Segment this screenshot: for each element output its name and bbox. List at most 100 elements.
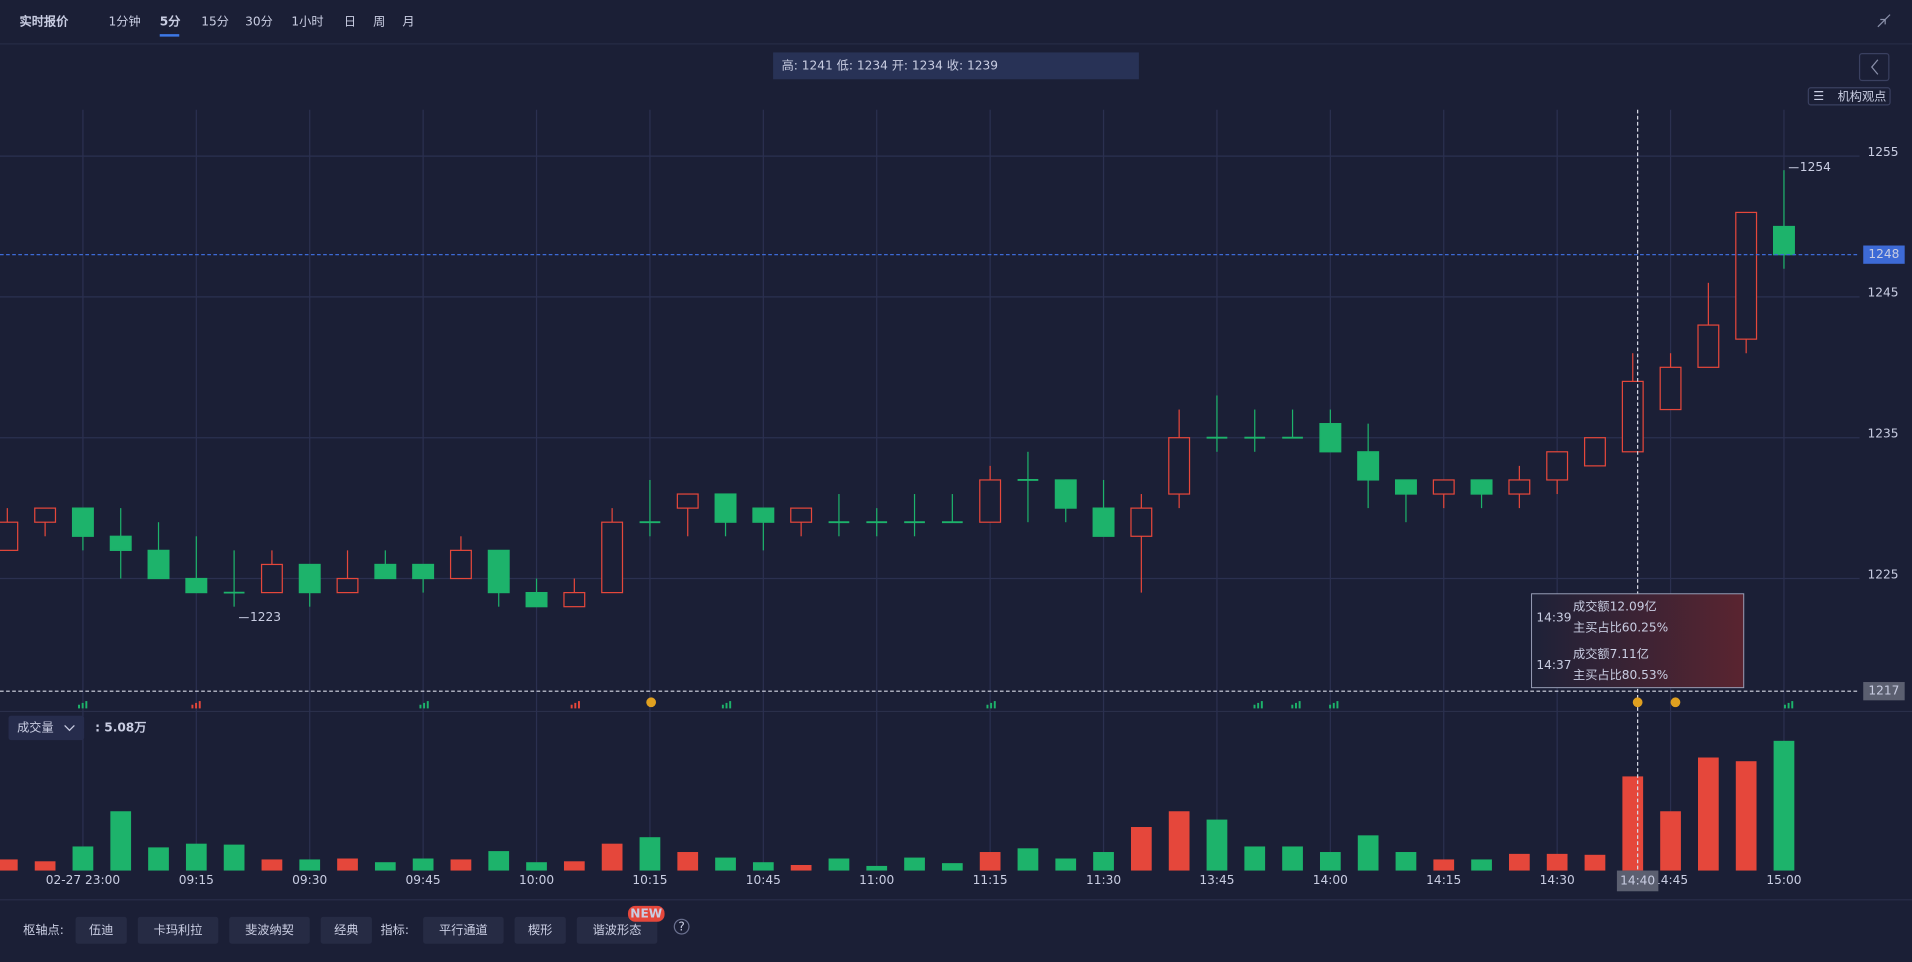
volume-bar xyxy=(1433,859,1455,871)
event-icon xyxy=(1257,702,1260,709)
event-icon xyxy=(729,701,732,709)
x-tick-label: 10:00 xyxy=(519,873,554,887)
event-icon xyxy=(1329,704,1332,709)
timeframe-tab[interactable]: 月 xyxy=(402,14,414,28)
indicator-button[interactable] xyxy=(514,916,566,944)
volume-bar xyxy=(0,859,18,871)
last-price-box xyxy=(1863,245,1905,264)
volume-bar xyxy=(904,857,925,871)
event-icon xyxy=(986,704,989,709)
volume-bar xyxy=(752,862,774,871)
volume-bar xyxy=(1168,811,1190,871)
x-tick-label: 09:45 xyxy=(406,873,441,887)
candle-body xyxy=(109,535,132,551)
tooltip-ratio: 主买占比80.53% xyxy=(1573,667,1668,682)
tooltip-time: 14:37 xyxy=(1536,658,1571,672)
pivot-button-label: 斐波纳契 xyxy=(245,923,294,937)
help-icon xyxy=(673,918,690,935)
pivot-button[interactable] xyxy=(75,916,127,944)
volume-value: : 5.08万 xyxy=(95,720,146,734)
x-tick-label: 14:30 xyxy=(1540,873,1575,887)
candle-body xyxy=(298,563,321,594)
candle-body xyxy=(336,577,359,594)
candle-body xyxy=(563,591,586,608)
candle-body xyxy=(979,479,1002,523)
volume-bar xyxy=(450,859,472,871)
x-tick-label: 15:00 xyxy=(1766,873,1801,887)
candle-body xyxy=(601,521,624,594)
pivot-button[interactable] xyxy=(320,916,372,944)
candle-body xyxy=(1470,479,1493,495)
timeframe-tab[interactable]: 1小时 xyxy=(291,14,323,28)
x-tick-label: 14:15 xyxy=(1426,873,1461,887)
x-tick-label: 11:15 xyxy=(973,873,1008,887)
timeframe-tab[interactable]: 1分钟 xyxy=(109,13,141,28)
side-toggle-arrow xyxy=(1870,59,1879,75)
candle-body xyxy=(147,549,170,580)
candle-body xyxy=(1546,451,1569,481)
candle-body xyxy=(0,521,19,551)
timeframe-tab[interactable]: 15分 xyxy=(201,14,229,28)
volume-selector[interactable] xyxy=(8,715,85,741)
y-tick-label: 1225 xyxy=(1868,567,1899,581)
volume-bar xyxy=(1622,776,1644,871)
candle-body xyxy=(1054,479,1077,509)
volume-bar xyxy=(1471,859,1492,871)
tooltip-box xyxy=(1531,593,1745,689)
volume-bar xyxy=(563,861,585,871)
candle-body xyxy=(374,563,397,580)
x-tick-label: 10:45 xyxy=(746,873,781,887)
pivot-button[interactable] xyxy=(137,916,219,944)
pivot-button[interactable] xyxy=(229,916,310,944)
candle-body xyxy=(1092,507,1115,537)
indicator-label: 指标: xyxy=(380,922,408,937)
tooltip-amount: 成交额7.11亿 xyxy=(1573,646,1649,661)
volume-bar xyxy=(299,859,321,871)
candle-body xyxy=(449,549,472,580)
event-icon xyxy=(1253,704,1256,709)
event-icon xyxy=(1787,702,1790,709)
volume-bar xyxy=(828,858,850,871)
event-icon xyxy=(419,704,422,709)
volume-bar xyxy=(1660,811,1681,871)
event-icon xyxy=(195,702,198,709)
event-icon xyxy=(1332,702,1335,709)
timeframe-tab[interactable]: 周 xyxy=(373,14,385,28)
indicator-button[interactable] xyxy=(576,916,658,944)
timeframe-tab[interactable]: 30分 xyxy=(245,14,273,28)
pivot-button-label: 经典 xyxy=(334,923,358,937)
indicator-button[interactable] xyxy=(423,916,504,944)
event-coin xyxy=(1632,697,1643,708)
candle-body xyxy=(752,507,775,523)
candle-body xyxy=(34,507,57,523)
opinion-button[interactable]: 机构观点 xyxy=(1838,88,1887,103)
candle-body xyxy=(412,563,435,580)
candle-body xyxy=(1583,437,1606,467)
event-icon xyxy=(81,702,84,709)
event-coin xyxy=(1670,697,1681,708)
crosshair-time-label: 14:40 xyxy=(1620,873,1655,887)
timeframe-tab[interactable]: 日 xyxy=(344,14,356,28)
volume-bar xyxy=(1282,846,1303,871)
pivot-button-label: 卡玛利拉 xyxy=(154,922,203,937)
side-toggle[interactable] xyxy=(1858,53,1890,82)
volume-bar xyxy=(790,864,812,871)
volume-bar xyxy=(1244,846,1266,871)
volume-bar xyxy=(1697,757,1719,871)
low-annotation: 1223 xyxy=(250,610,281,624)
volume-bar xyxy=(110,811,132,871)
volume-bar xyxy=(677,852,699,871)
candle-body xyxy=(1168,437,1191,495)
event-icon xyxy=(570,704,573,709)
candle-body xyxy=(1659,366,1682,411)
ohlc-info-box xyxy=(773,52,1139,80)
event-icon xyxy=(577,701,580,709)
tooltip-time: 14:39 xyxy=(1536,611,1571,625)
pivot-button-label: 伍迪 xyxy=(89,923,113,937)
timeframe-tab[interactable]: 5分 xyxy=(160,13,181,28)
volume-bar xyxy=(526,862,547,871)
collapse-icon[interactable] xyxy=(1877,14,1891,28)
candle-body xyxy=(1697,324,1720,368)
volume-bar xyxy=(1735,761,1757,871)
